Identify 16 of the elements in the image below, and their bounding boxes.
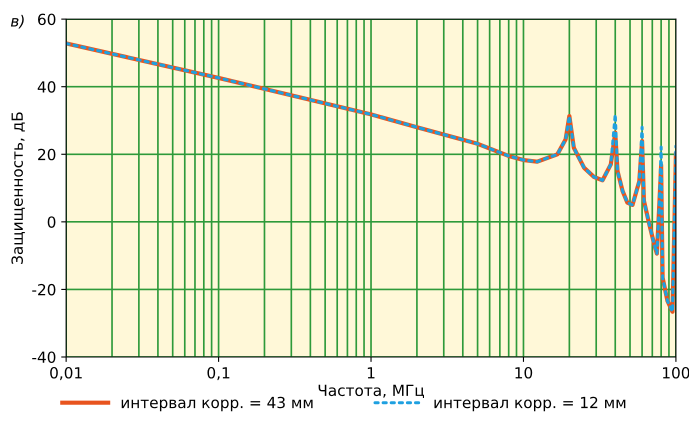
- y-tick-label: 0: [48, 216, 56, 228]
- x-tick-label: 100: [663, 366, 689, 379]
- legend-label: интервал корр. = 12 мм: [434, 396, 626, 412]
- y-tick-label: 60: [38, 14, 56, 26]
- y-axis-title: Защищенность, дБ: [11, 112, 25, 264]
- x-axis-title: Частота, МГц: [318, 384, 424, 398]
- x-tick-label: 0,01: [50, 366, 82, 380]
- y-tick-label: -40: [32, 351, 56, 364]
- y-tick-label: 40: [38, 81, 56, 93]
- x-tick-label: 1: [368, 367, 374, 378]
- y-tick-label: 20: [38, 148, 56, 160]
- text: в): [10, 14, 24, 28]
- legend-label: интервал корр. = 43 мм: [122, 396, 313, 412]
- y-tick-label: -20: [32, 284, 56, 296]
- x-tick-label: 10: [515, 366, 532, 379]
- x-tick-label: 0,1: [207, 366, 230, 380]
